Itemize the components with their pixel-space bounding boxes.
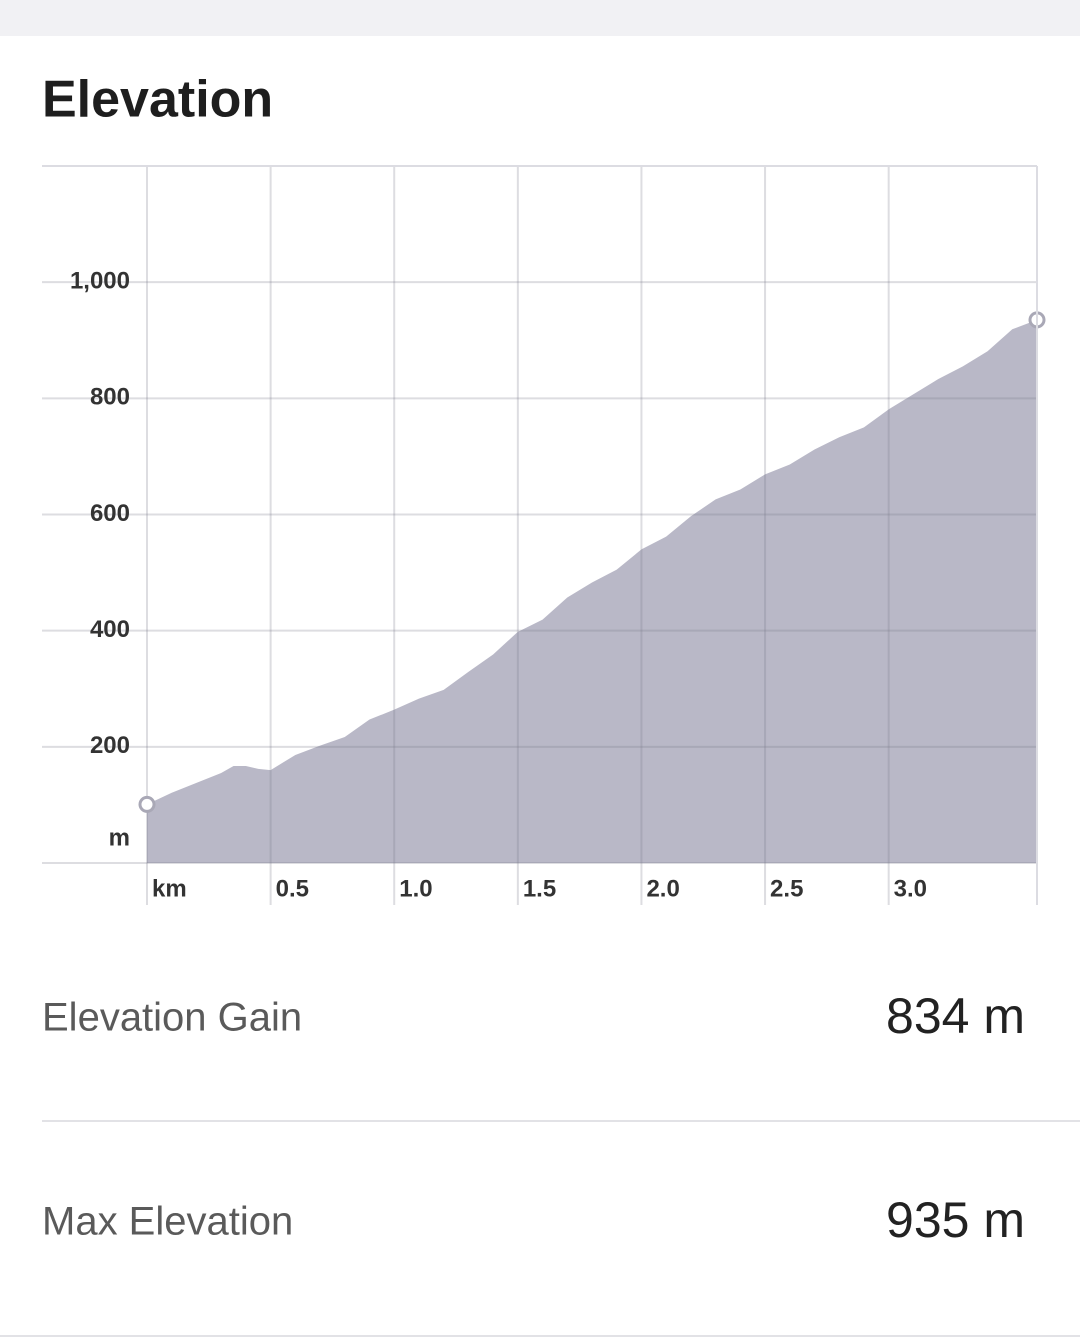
x-tick-label: 2.5 (770, 875, 803, 902)
x-tick-label: 3.0 (894, 875, 927, 902)
elevation-area (147, 319, 1037, 863)
top-bar (0, 0, 1080, 36)
y-tick-label: 400 (90, 616, 130, 643)
y-tick-label: 800 (90, 384, 130, 411)
y-tick-label: m (109, 824, 130, 851)
x-tick-label: 2.0 (646, 875, 679, 902)
stat-label: Elevation Gain (42, 996, 302, 1040)
y-tick-label: 600 (90, 500, 130, 527)
y-tick-label: 200 (90, 732, 130, 759)
stat-value: 935 m (886, 1192, 1025, 1248)
chart-title: Elevation (42, 71, 273, 129)
x-tick-label: 1.5 (523, 875, 556, 902)
x-tick-label: 1.0 (399, 875, 432, 902)
y-tick-label: 1,000 (70, 268, 130, 295)
x-tick-label: 0.5 (276, 875, 309, 902)
chart: m 200 400 600 800 1,000 km 0.5 1.0 1.5 2.0 2.5 3.0 (42, 166, 1046, 905)
x-tick-label: km (152, 875, 187, 902)
stat-label: Max Elevation (42, 1200, 293, 1244)
endpoint-marker (138, 795, 156, 813)
stat-value: 834 m (886, 988, 1025, 1044)
